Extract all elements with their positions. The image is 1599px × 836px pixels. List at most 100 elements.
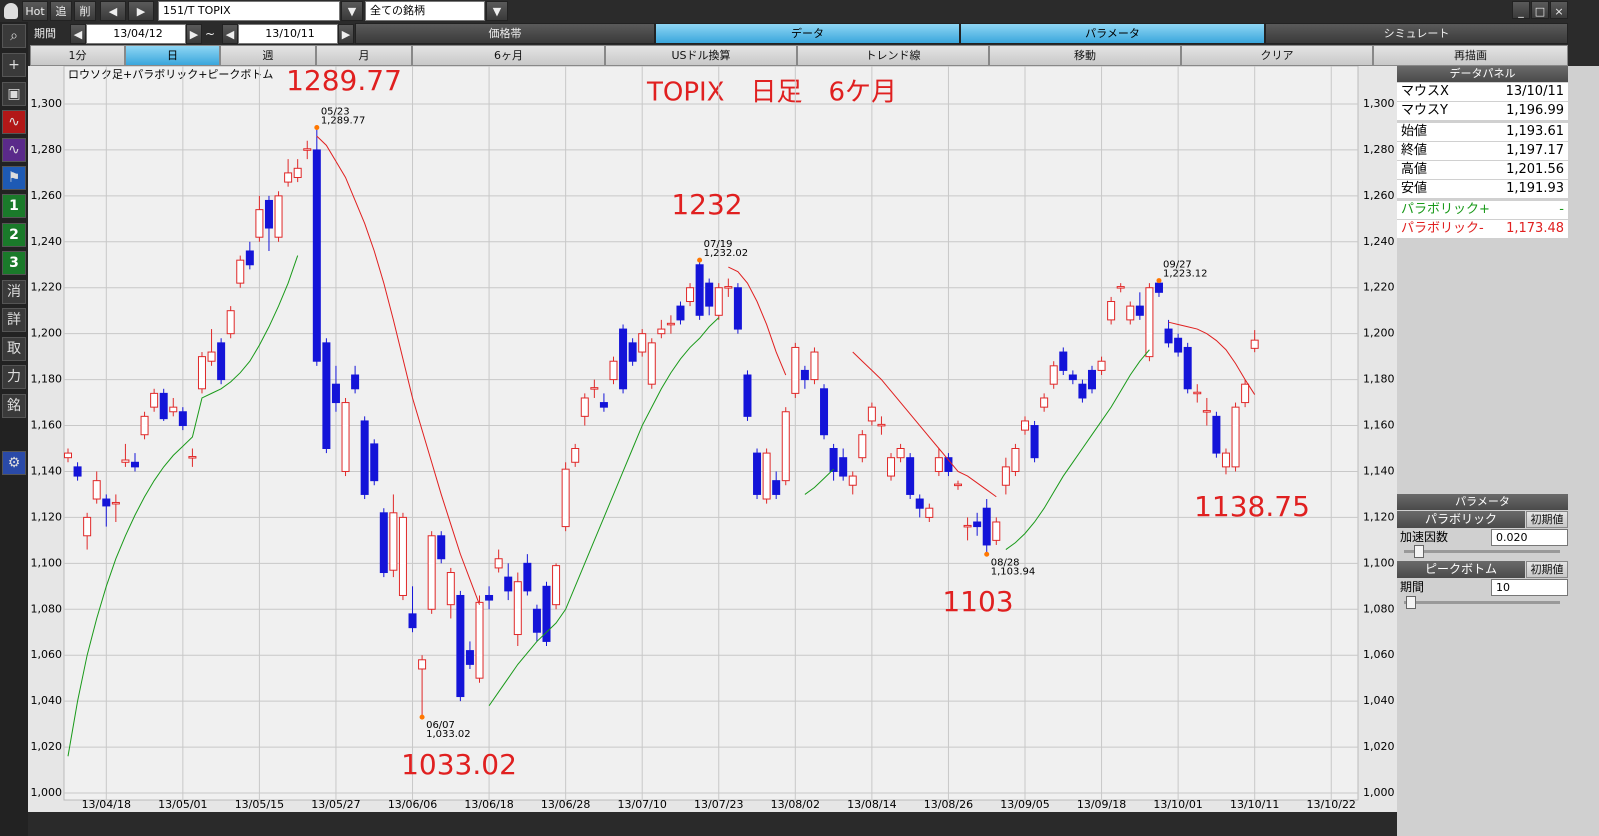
bottom-strip bbox=[28, 812, 1397, 836]
legend-text: ロウソク足+パラボリック+ピークボトム bbox=[68, 68, 273, 81]
peak-value: 1,033.02 bbox=[426, 729, 471, 740]
candle-body bbox=[1097, 360, 1106, 371]
candle-body bbox=[178, 411, 187, 427]
candle-body bbox=[552, 565, 561, 606]
parabolic-line bbox=[488, 317, 720, 707]
button[interactable]: 再描画 bbox=[1373, 45, 1568, 66]
chart-title: TOPIX 日足 6ケ月 bbox=[646, 78, 897, 108]
y-tick-label: 1,180 bbox=[31, 373, 63, 386]
from-next[interactable]: ▶ bbox=[186, 24, 202, 44]
data-row-bg bbox=[1397, 142, 1568, 160]
symbol-box[interactable]: 151/T TOPIX bbox=[158, 1, 340, 21]
symbol-dropdown[interactable]: ▼ bbox=[341, 1, 363, 21]
peak-value: 1,232.02 bbox=[704, 248, 749, 259]
side-tool[interactable]: 詳 bbox=[2, 308, 26, 332]
candle-body bbox=[906, 457, 915, 495]
tab[interactable]: パラメータ bbox=[960, 23, 1265, 44]
candle-body bbox=[676, 305, 685, 321]
candle-body bbox=[389, 512, 398, 571]
candle-body bbox=[1001, 466, 1010, 486]
data-row-bg bbox=[1397, 123, 1568, 141]
to-date[interactable]: 13/10/11 bbox=[238, 24, 338, 44]
peak-slider[interactable] bbox=[1404, 601, 1560, 604]
side-tool[interactable]: 消 bbox=[2, 279, 26, 304]
peak-header: ピークボトム bbox=[1397, 561, 1525, 578]
candle-body bbox=[638, 333, 647, 353]
button[interactable]: 移動 bbox=[989, 45, 1181, 66]
accel-thumb[interactable] bbox=[1414, 545, 1424, 558]
candle-body bbox=[580, 397, 589, 417]
close[interactable]: × bbox=[1550, 1, 1568, 19]
candle-body bbox=[1250, 339, 1259, 349]
parabolic-reset[interactable]: 初期値 bbox=[1526, 511, 1568, 528]
chart-tool-2[interactable]: ∿ bbox=[2, 138, 26, 162]
y-tick-label: 1,100 bbox=[31, 556, 63, 569]
bulb-icon[interactable] bbox=[4, 3, 18, 19]
peak-dot bbox=[1156, 278, 1162, 284]
button[interactable]: 1分 bbox=[30, 45, 125, 66]
candle-body bbox=[705, 282, 714, 307]
from-date[interactable]: 13/04/12 bbox=[86, 24, 186, 44]
y-tick-label: 1,160 bbox=[31, 419, 63, 432]
side-tool[interactable]: 銘 bbox=[2, 393, 26, 418]
y-tick-label: 1,300 bbox=[31, 97, 63, 110]
accel-slider[interactable] bbox=[1404, 550, 1560, 553]
y-tick-label-right: 1,140 bbox=[1363, 464, 1395, 477]
candle-body bbox=[1202, 410, 1211, 413]
x-tick-label: 13/05/01 bbox=[158, 798, 207, 811]
delete-button[interactable]: 削 bbox=[74, 1, 96, 21]
plus-tool[interactable]: + bbox=[2, 53, 26, 77]
group-box[interactable]: 全ての銘柄 bbox=[365, 1, 485, 21]
button[interactable]: 週 bbox=[220, 45, 316, 66]
side-tool[interactable]: 1 bbox=[2, 194, 26, 218]
hot-button[interactable]: Hot bbox=[22, 1, 48, 21]
peak-period-value[interactable]: 10 bbox=[1491, 579, 1568, 596]
big-annotation: 1138.75 bbox=[1194, 490, 1310, 523]
flag-tool[interactable]: ⚑ bbox=[2, 166, 26, 190]
group-dropdown[interactable]: ▼ bbox=[486, 1, 508, 21]
candle-body bbox=[867, 406, 876, 422]
candle-body bbox=[1049, 365, 1058, 385]
side-tool[interactable]: 2 bbox=[2, 222, 26, 247]
to-prev[interactable]: ◀ bbox=[222, 24, 238, 44]
peak-period-label: 期間 bbox=[1400, 580, 1425, 594]
candle-body bbox=[609, 360, 618, 381]
settings-tool[interactable]: ⚙ bbox=[2, 451, 26, 475]
y-tick-label: 1,060 bbox=[31, 648, 63, 661]
accel-label: 加速因数 bbox=[1400, 530, 1449, 544]
button[interactable]: 月 bbox=[316, 45, 412, 66]
data-value: 13/10/11 bbox=[1505, 84, 1564, 99]
x-tick-label: 13/10/11 bbox=[1230, 798, 1279, 811]
side-tool[interactable]: 3 bbox=[2, 251, 26, 275]
peak-thumb[interactable] bbox=[1406, 596, 1416, 609]
from-prev[interactable]: ◀ bbox=[70, 24, 86, 44]
tab[interactable]: 価格帯 bbox=[355, 23, 655, 44]
candle-body bbox=[887, 457, 896, 477]
camera-tool[interactable]: ▣ bbox=[2, 82, 26, 106]
peak-reset[interactable]: 初期値 bbox=[1526, 561, 1568, 578]
candle-body bbox=[762, 452, 771, 500]
side-tool[interactable]: 取 bbox=[2, 336, 26, 361]
to-next[interactable]: ▶ bbox=[338, 24, 354, 44]
candle-body bbox=[743, 374, 752, 417]
maximize[interactable]: □ bbox=[1531, 1, 1549, 19]
button[interactable]: クリア bbox=[1181, 45, 1373, 66]
accel-value[interactable]: 0.020 bbox=[1491, 529, 1568, 546]
candle-body bbox=[322, 342, 331, 449]
tab[interactable]: データ bbox=[655, 23, 960, 44]
tab[interactable]: シミュレート bbox=[1265, 23, 1568, 44]
button[interactable]: USドル換算 bbox=[605, 45, 797, 66]
next-button[interactable]: ▶ bbox=[128, 1, 154, 21]
prev-button[interactable]: ◀ bbox=[100, 1, 126, 21]
candle-body bbox=[532, 608, 541, 633]
candle-body bbox=[800, 369, 809, 381]
candle-body bbox=[494, 558, 503, 569]
button[interactable]: トレンド線 bbox=[797, 45, 989, 66]
button[interactable]: 6ヶ月 bbox=[412, 45, 605, 66]
minimize[interactable]: _ bbox=[1512, 1, 1530, 19]
side-tool[interactable]: 力 bbox=[2, 365, 26, 389]
add-button[interactable]: 追 bbox=[50, 1, 72, 21]
search-tool[interactable]: ⌕ bbox=[2, 24, 26, 48]
chart-tool[interactable]: ∿ bbox=[2, 110, 26, 134]
button[interactable]: 日 bbox=[125, 45, 220, 66]
